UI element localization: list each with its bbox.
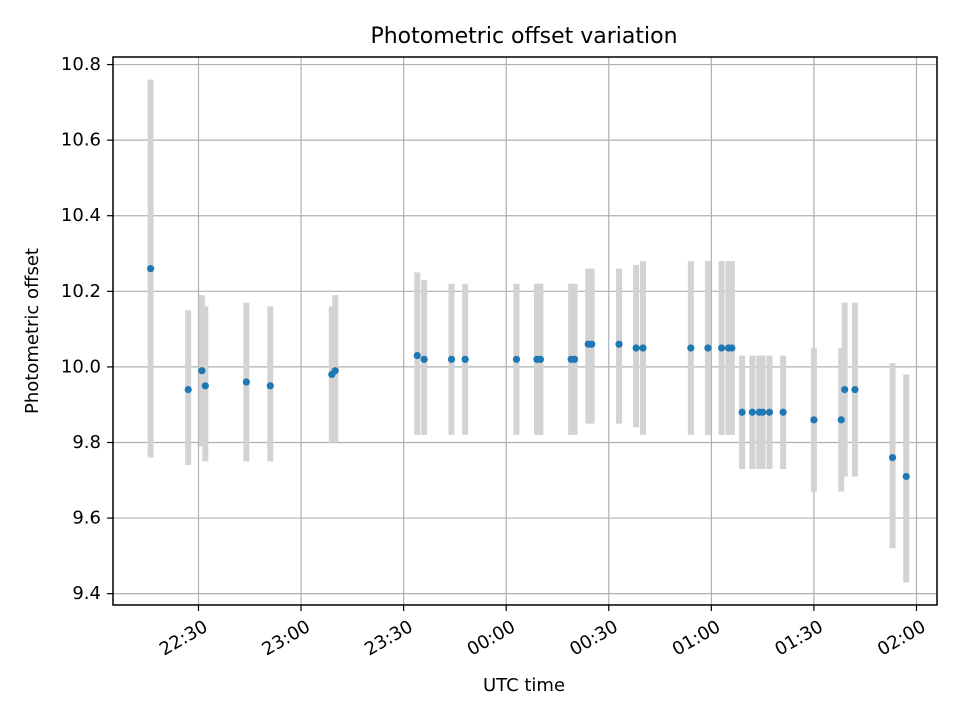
y-tick-label: 10.6 [61, 130, 101, 151]
data-point [837, 416, 845, 424]
plot-frame [112, 56, 938, 606]
data-point [242, 378, 250, 386]
data-point [779, 408, 787, 416]
data-point [184, 385, 192, 394]
y-tick-label: 10.4 [61, 205, 101, 226]
data-point [461, 355, 469, 363]
data-point [536, 355, 544, 363]
data-point [420, 355, 428, 363]
data-point [748, 408, 756, 416]
data-point [810, 416, 818, 424]
data-point [570, 355, 579, 363]
data-point [588, 340, 596, 348]
y-tick-label: 10.8 [61, 54, 101, 75]
data-point [632, 344, 640, 352]
data-point [888, 454, 897, 462]
data-point [841, 385, 849, 394]
data-point [447, 355, 456, 363]
data-point [266, 382, 274, 390]
data-point [738, 408, 746, 416]
y-tick-label: 10.2 [61, 281, 101, 302]
data-point [704, 344, 712, 352]
data-point [728, 344, 736, 352]
data-point [615, 340, 623, 348]
y-axis-label: Photometric offset [22, 248, 43, 414]
y-tick-label: 9.6 [72, 508, 101, 529]
data-point [902, 472, 910, 481]
y-tick-label: 10.0 [61, 356, 101, 377]
data-point [198, 367, 206, 375]
data-point [687, 344, 695, 352]
grid [113, 57, 937, 605]
data-points [147, 265, 910, 481]
data-point [331, 367, 339, 375]
data-point [512, 355, 521, 363]
data-point [759, 408, 767, 416]
y-tick-label: 9.4 [72, 583, 101, 604]
chart-title: Photometric offset variation [370, 24, 677, 49]
data-point [717, 344, 726, 352]
x-axis-label: UTC time [483, 675, 565, 696]
data-point [765, 408, 774, 416]
data-point [851, 385, 859, 394]
data-point [147, 265, 155, 273]
data-point [201, 382, 209, 390]
y-tick-label: 9.8 [72, 432, 101, 453]
data-point [639, 344, 647, 352]
data-point [413, 351, 421, 360]
